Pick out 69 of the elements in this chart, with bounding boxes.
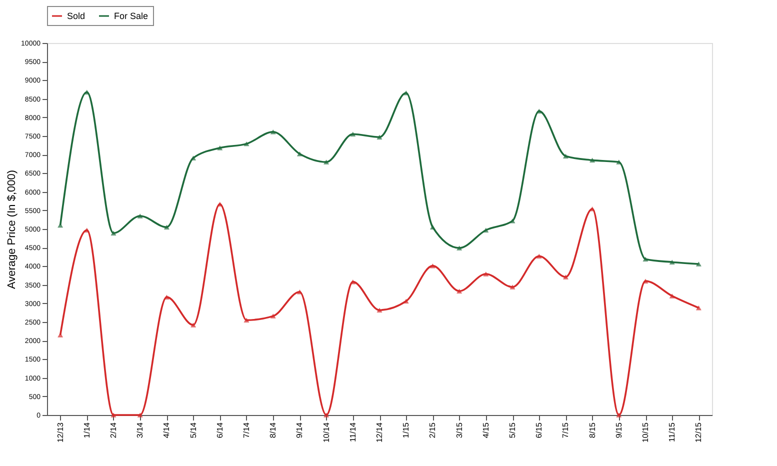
x-tick-label: 2/14 xyxy=(109,422,118,438)
point xyxy=(483,272,489,276)
x-tick-label: 3/15 xyxy=(454,422,464,438)
point xyxy=(296,151,302,156)
point xyxy=(110,230,116,236)
point xyxy=(190,156,196,160)
point xyxy=(58,332,64,338)
point xyxy=(137,412,143,418)
point xyxy=(190,322,196,328)
point xyxy=(510,218,516,224)
x-tick-label: 11/15 xyxy=(668,422,677,442)
point xyxy=(510,284,516,290)
x-tick-label: 7/15 xyxy=(561,422,570,438)
y-axis-title: Average Price (In $,000) xyxy=(6,170,18,290)
x-tick-label: 10/15 xyxy=(641,422,650,443)
x-tick-label: 6/14 xyxy=(215,422,224,438)
point xyxy=(376,308,382,312)
x-tick-label: 8/15 xyxy=(588,422,597,438)
point xyxy=(270,130,276,134)
point xyxy=(430,263,436,268)
point xyxy=(244,318,250,323)
x-tick-label: 5/15 xyxy=(508,422,517,438)
x-tick-label: 2/15 xyxy=(428,422,438,438)
point xyxy=(244,141,250,146)
point xyxy=(84,228,90,232)
x-tick-label: 11/14 xyxy=(348,422,358,442)
point xyxy=(164,224,170,230)
x-tick-label: 4/15 xyxy=(481,422,490,438)
legend-label: Sold xyxy=(67,11,86,21)
point xyxy=(590,158,596,163)
point xyxy=(590,206,596,212)
x-tick-label: 8/14 xyxy=(268,422,278,438)
point xyxy=(536,254,542,259)
point xyxy=(270,314,276,318)
point xyxy=(696,305,702,310)
x-tick-label: 12/14 xyxy=(375,422,384,443)
x-tick-label: 4/14 xyxy=(162,422,172,438)
x-tick-label: 3/14 xyxy=(136,422,145,438)
point xyxy=(669,294,675,298)
x-tick-label: 12/15 xyxy=(694,422,704,443)
point xyxy=(483,228,489,232)
point xyxy=(137,214,143,218)
x-tick-label: 12/13 xyxy=(56,422,65,443)
point xyxy=(324,412,330,418)
x-tick-label: 1/15 xyxy=(402,422,411,438)
point xyxy=(696,262,702,266)
point xyxy=(642,256,648,262)
x-tick-label: 10/14 xyxy=(322,422,331,443)
point xyxy=(562,154,568,158)
point xyxy=(110,412,116,418)
x-tick-label: 9/15 xyxy=(614,422,624,438)
point xyxy=(376,134,382,140)
x-tick-label: 7/14 xyxy=(242,422,251,438)
point xyxy=(324,160,330,164)
point xyxy=(562,274,568,280)
legend-label: For Sale xyxy=(114,11,148,21)
point xyxy=(296,289,302,294)
x-tick-label: 5/14 xyxy=(188,422,198,438)
point xyxy=(403,90,409,96)
point xyxy=(456,246,462,250)
point xyxy=(350,132,356,137)
point xyxy=(456,288,462,294)
x-tick-label: 6/15 xyxy=(534,422,544,438)
x-tick-label: 1/14 xyxy=(82,422,92,438)
x-tick-label: 9/14 xyxy=(295,422,304,438)
point xyxy=(430,224,436,230)
point xyxy=(669,260,675,264)
point xyxy=(217,146,223,150)
point xyxy=(616,412,622,418)
